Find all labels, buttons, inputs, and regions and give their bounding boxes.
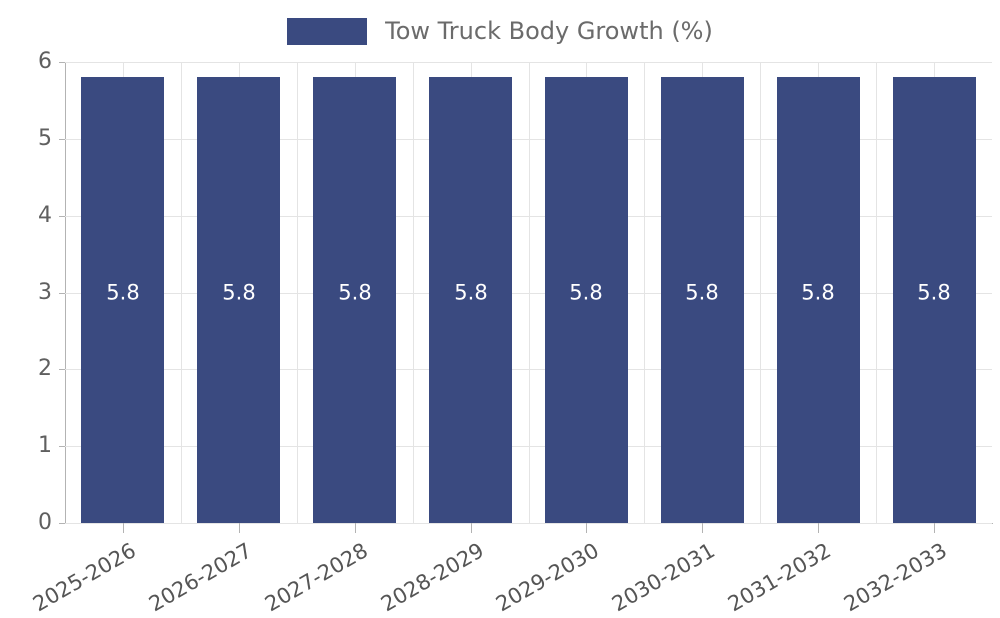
bar-value-label: 5.8 bbox=[454, 280, 488, 305]
gridline-horizontal bbox=[65, 215, 992, 217]
gridline-horizontal bbox=[65, 292, 992, 294]
y-tick-mark bbox=[59, 369, 65, 371]
bar[interactable] bbox=[429, 77, 512, 523]
y-tick-label: 6 bbox=[38, 49, 52, 74]
y-tick-label: 4 bbox=[38, 202, 52, 228]
y-tick-label: 3 bbox=[38, 279, 52, 305]
y-tick-mark bbox=[59, 292, 65, 294]
x-tick-label: 2026-2027 bbox=[144, 538, 256, 617]
y-tick-mark bbox=[59, 215, 65, 217]
x-tick-mark bbox=[123, 523, 124, 533]
y-tick-label: 0 bbox=[38, 510, 52, 535]
gridline-horizontal bbox=[65, 446, 992, 448]
bar-value-label: 5.8 bbox=[801, 280, 835, 305]
x-tick-label: 2029-2030 bbox=[492, 538, 604, 617]
x-tick-mark bbox=[818, 523, 819, 533]
x-tick-label: 2028-2029 bbox=[376, 538, 488, 617]
x-tick-label: 2025-2026 bbox=[28, 538, 140, 617]
bar[interactable] bbox=[661, 77, 744, 523]
gridline-vertical bbox=[644, 62, 645, 523]
gridline-horizontal bbox=[65, 369, 992, 371]
gridline-vertical bbox=[760, 62, 761, 523]
legend-item-tow-truck-body-growth[interactable]: Tow Truck Body Growth (%) bbox=[287, 17, 713, 45]
bar[interactable] bbox=[81, 77, 164, 523]
y-tick-label: 1 bbox=[38, 433, 52, 459]
plot-area: 5.8 5.8 5.8 5.8 5.8 5.8 5.8 5.8 bbox=[65, 62, 992, 524]
gridline-vertical bbox=[876, 62, 877, 523]
bar[interactable] bbox=[313, 77, 396, 523]
x-tick-label: 2031-2032 bbox=[724, 538, 836, 617]
gridline-vertical bbox=[181, 62, 182, 523]
gridline-vertical bbox=[297, 62, 298, 523]
legend-label: Tow Truck Body Growth (%) bbox=[385, 17, 713, 45]
x-tick-label: 2027-2028 bbox=[260, 538, 372, 617]
bar-value-label: 5.8 bbox=[338, 280, 372, 305]
x-tick-mark bbox=[239, 523, 240, 533]
y-tick-mark bbox=[59, 138, 65, 140]
x-tick-mark bbox=[355, 523, 356, 533]
bar[interactable] bbox=[197, 77, 280, 523]
gridline-horizontal bbox=[65, 138, 992, 140]
bar[interactable] bbox=[777, 77, 860, 523]
y-tick-mark bbox=[59, 446, 65, 448]
x-tick-mark bbox=[702, 523, 703, 533]
y-tick-mark bbox=[59, 523, 65, 524]
x-tick-label: 2032-2033 bbox=[839, 538, 952, 617]
chart-legend: Tow Truck Body Growth (%) bbox=[0, 10, 1000, 52]
gridline-horizontal bbox=[65, 523, 992, 524]
x-tick-mark bbox=[934, 523, 935, 533]
x-tick-mark bbox=[586, 523, 587, 533]
gridline-vertical bbox=[413, 62, 414, 523]
x-tick-mark bbox=[471, 523, 472, 533]
y-tick-mark bbox=[59, 62, 65, 63]
bar[interactable] bbox=[545, 77, 628, 523]
bar[interactable] bbox=[893, 77, 976, 523]
y-tick-label: 5 bbox=[38, 125, 52, 151]
bar-value-label: 5.8 bbox=[106, 280, 140, 305]
x-tick-label: 2030-2031 bbox=[608, 538, 720, 617]
bar-value-label: 5.8 bbox=[569, 280, 603, 305]
bar-value-label: 5.8 bbox=[917, 280, 951, 305]
y-tick-label: 2 bbox=[38, 356, 52, 382]
bar-value-label: 5.8 bbox=[222, 280, 256, 305]
legend-swatch-icon bbox=[287, 17, 368, 45]
bar-value-label: 5.8 bbox=[685, 280, 719, 305]
gridline-vertical bbox=[529, 62, 530, 523]
gridline-horizontal bbox=[65, 62, 992, 63]
